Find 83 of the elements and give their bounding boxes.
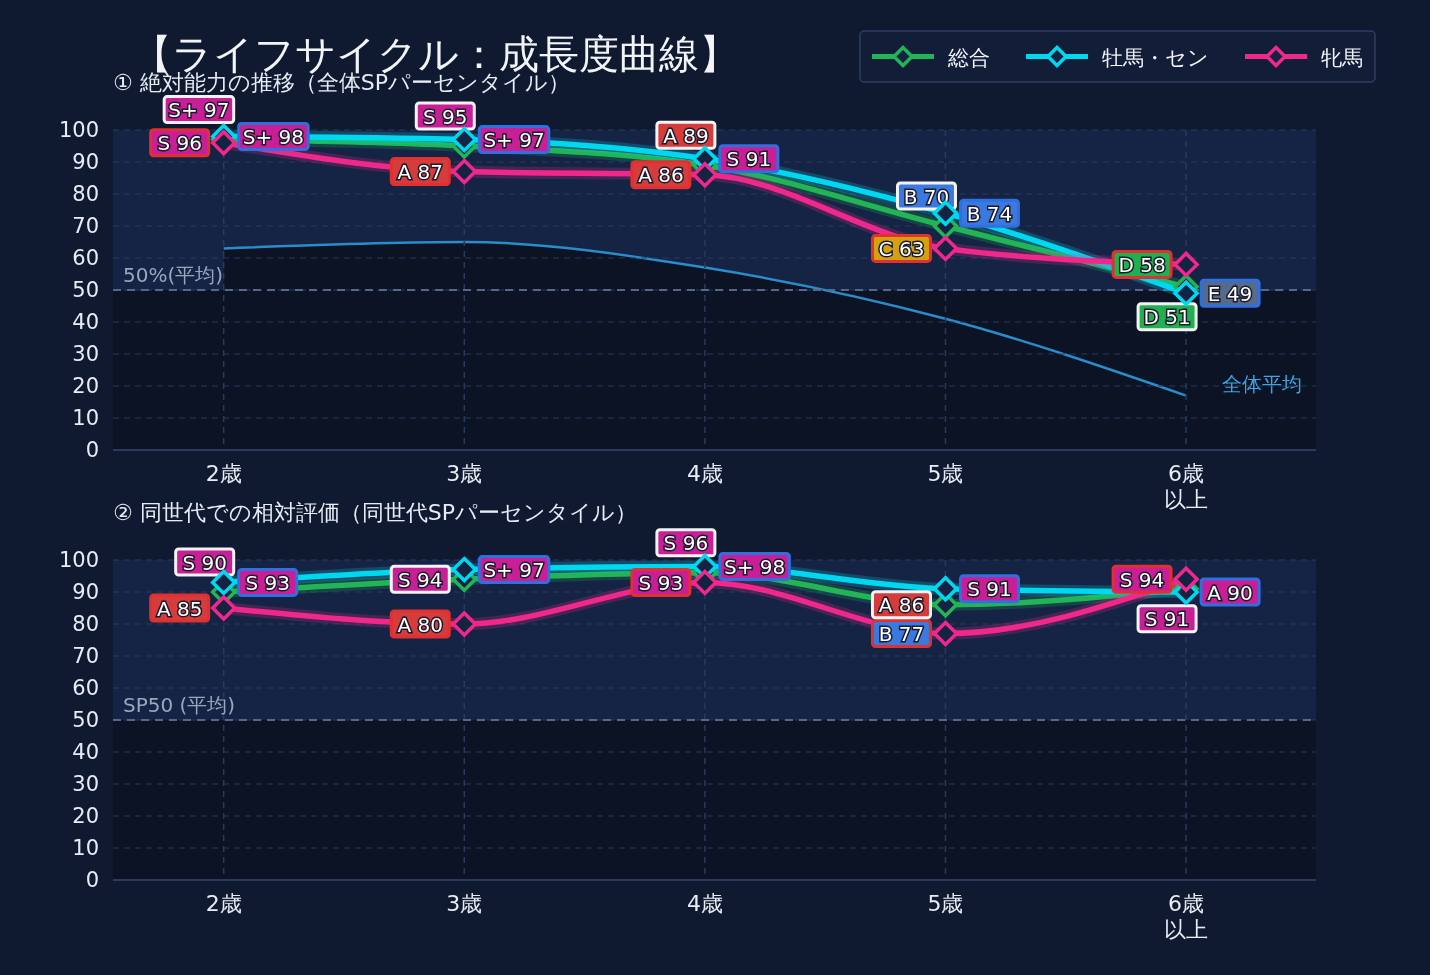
data-label: S 91	[726, 147, 772, 172]
point	[451, 126, 478, 153]
x-tick-label: 4歳	[686, 891, 723, 916]
y-tick-label: 50	[72, 278, 99, 302]
data-label: S 93	[638, 570, 684, 595]
data-label: S 96	[157, 131, 202, 156]
x-tick-label: 2歳	[205, 891, 242, 916]
point	[1173, 251, 1199, 278]
x-tick-label: 3歳	[446, 891, 483, 916]
data-label: A 90	[1207, 580, 1253, 605]
y-tick-label: 50	[72, 708, 99, 732]
data-label: S 96	[663, 531, 709, 556]
data-label: S 94	[398, 567, 443, 592]
point	[451, 158, 478, 185]
data-label: S+ 97	[168, 98, 230, 123]
y-tick-label: 80	[72, 612, 99, 636]
data-label: S+ 98	[242, 124, 305, 149]
point	[692, 162, 718, 188]
data-label: S 95	[423, 104, 468, 129]
x-tick-label: 3歳	[446, 461, 483, 486]
series-label: 全体平均	[1222, 371, 1302, 396]
y-tick-label: 40	[72, 310, 99, 334]
y-tick-label: 70	[72, 214, 99, 238]
point	[451, 611, 478, 637]
point	[692, 569, 718, 596]
legend-label: 牡馬・セン	[1102, 45, 1209, 70]
x-tick-label: 6歳以上	[1164, 461, 1209, 512]
y-tick-label: 100	[58, 548, 99, 572]
x-tick-label: 6歳以上	[1164, 891, 1209, 942]
y-tick-label: 100	[58, 118, 99, 142]
ref-line-label: 50%(平均)	[123, 263, 224, 287]
data-label: A 85	[156, 596, 203, 621]
y-tick-label: 70	[72, 644, 99, 668]
legend-label: 牝馬	[1321, 45, 1363, 70]
y-tick-label: 20	[72, 804, 99, 828]
y-tick-label: 10	[72, 836, 99, 860]
data-label: E 49	[1207, 281, 1253, 306]
data-label: A 87	[397, 160, 444, 185]
chart-title: ② 同世代での相対評価（同世代SPパーセンタイル）	[113, 500, 637, 525]
y-tick-label: 40	[72, 740, 99, 764]
point	[932, 235, 959, 262]
x-tick-label: 2歳	[205, 461, 242, 486]
point	[210, 569, 237, 596]
point	[451, 556, 478, 583]
y-tick-label: 60	[72, 676, 99, 700]
point	[1173, 280, 1199, 306]
x-tick-label: 4歳	[686, 461, 723, 486]
y-tick-label: 0	[85, 438, 99, 462]
x-tick-label: 5歳	[927, 461, 964, 486]
data-label: B 77	[878, 622, 925, 647]
y-tick-label: 90	[72, 150, 99, 174]
point	[1173, 566, 1199, 592]
data-label: A 89	[663, 123, 709, 148]
legend-label: 総合	[947, 45, 990, 70]
point	[932, 620, 959, 647]
data-label: D 58	[1118, 252, 1166, 277]
data-label: S+ 98	[723, 554, 786, 579]
data-label: C 63	[878, 236, 925, 261]
y-tick-label: 10	[72, 406, 99, 430]
y-tick-label: 20	[72, 374, 99, 398]
y-tick-label: 80	[72, 182, 99, 206]
data-label: S+ 97	[483, 128, 545, 153]
data-label: S 94	[1119, 567, 1165, 592]
x-tick-label: 5歳	[927, 891, 964, 916]
y-tick-label: 0	[85, 868, 99, 892]
data-label: D 51	[1143, 305, 1191, 330]
data-label: B 74	[966, 201, 1013, 226]
data-label: A 86	[638, 163, 684, 188]
y-tick-label: 30	[72, 342, 99, 366]
data-label: S 90	[182, 550, 227, 575]
point	[210, 130, 237, 156]
y-tick-label: 30	[72, 772, 99, 796]
data-label: S 91	[967, 577, 1012, 602]
data-label: A 80	[397, 612, 444, 637]
y-tick-label: 60	[72, 246, 99, 270]
data-label: S 91	[1144, 607, 1190, 632]
point	[932, 576, 959, 602]
data-label: S+ 97	[483, 558, 545, 583]
point	[210, 595, 237, 621]
y-tick-label: 90	[72, 580, 99, 604]
data-label: A 86	[878, 593, 925, 618]
data-label: S 93	[245, 570, 290, 595]
ref-line-label: SP50 (平均)	[123, 693, 236, 717]
